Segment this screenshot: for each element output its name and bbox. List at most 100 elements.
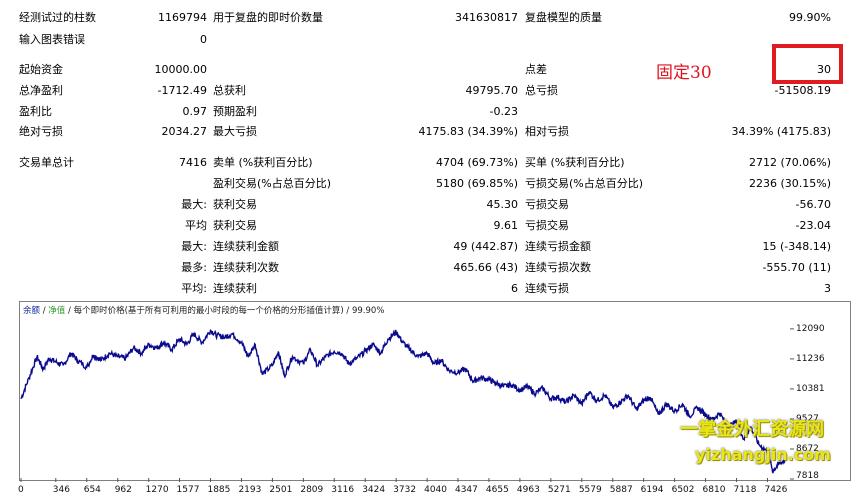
initial-deposit-value: 10000.00 — [154, 63, 208, 76]
long-positions-label: 买单 (%获利百分比) — [525, 156, 625, 169]
avg-consec-losses-value: 3 — [824, 282, 831, 295]
avg-loss-label: 亏损交易 — [525, 219, 569, 232]
max-consec-losses-label: 连续亏损金额 — [525, 240, 591, 253]
x-tick-label: 0 — [18, 485, 24, 495]
x-tick-label: 6502 — [671, 485, 695, 495]
legend-equity: 净值 — [48, 306, 66, 316]
short-positions-value: 4704 (69.73%) — [435, 156, 518, 169]
largest-loss-label: 亏损交易 — [525, 198, 569, 211]
net-profit-value: -1712.49 — [157, 84, 207, 97]
expected-payoff-value: -0.23 — [489, 105, 518, 118]
avg-profit-label: 获利交易 — [213, 219, 257, 232]
total-trades-label: 交易单总计 — [19, 156, 74, 169]
total-trades-value: 7416 — [179, 156, 207, 169]
x-tick-label: 2809 — [300, 485, 324, 495]
chart-errors-label: 输入图表错误 — [19, 33, 85, 46]
max-consec-wins-label: 连续获利金额 — [213, 240, 279, 253]
legend-separator: / — [40, 306, 49, 316]
chart-errors-value: 0 — [200, 33, 207, 46]
loss-trades-value: 2236 (30.15%) — [748, 177, 831, 190]
x-tick-label: 1885 — [207, 485, 231, 495]
legend-balance: 余额 — [23, 306, 41, 316]
max-consec-losses-value: 15 (-348.14) — [762, 240, 831, 253]
initial-deposit-label: 起始资金 — [19, 63, 63, 76]
fixed-spread-annotation: 固定30 — [656, 63, 712, 83]
x-tick-label: 4963 — [516, 485, 540, 495]
avg-consec-losses-label: 连续亏损 — [525, 282, 569, 295]
spread-highlight-box — [772, 44, 843, 84]
avg2-prefix: 平均: — [181, 282, 207, 295]
x-tick-label: 3424 — [362, 485, 386, 495]
long-positions-value: 2712 (70.06%) — [748, 156, 831, 169]
x-tick-label: 1577 — [176, 485, 200, 495]
x-tick-label: 654 — [83, 485, 101, 495]
max-consec-wins-value: 49 (442.87) — [453, 240, 518, 253]
y-tick-label: 11236 — [796, 353, 825, 364]
x-tick-label: 4347 — [454, 485, 478, 495]
largest-profit-label: 获利交易 — [213, 198, 257, 211]
largest-prefix: 最大: — [181, 198, 207, 211]
x-tick-label: 5887 — [609, 485, 633, 495]
avg-profit-value: 9.61 — [493, 219, 519, 232]
net-profit-label: 总净盈利 — [19, 84, 63, 97]
abs-drawdown-label: 绝对亏损 — [19, 125, 63, 138]
y-tick-label: 8672 — [796, 443, 819, 454]
max-drawdown-value: 4175.83 (34.39%) — [418, 125, 518, 138]
x-tick-label: 1270 — [145, 485, 169, 495]
y-tick-label: 10381 — [796, 383, 825, 394]
x-tick-label: 7118 — [733, 485, 757, 495]
bars-tested-value: 1169794 — [158, 11, 207, 24]
largest-loss-value: -56.70 — [795, 198, 831, 211]
rel-drawdown-label: 相对亏损 — [525, 125, 569, 138]
x-tick-label: 2193 — [238, 485, 262, 495]
gross-loss-label: 总亏损 — [525, 84, 558, 97]
loss-trades-label: 亏损交易(%占总百分比) — [525, 177, 644, 190]
largest-profit-value: 45.30 — [486, 198, 519, 211]
watermark-url: yizhangjin.com — [695, 445, 831, 464]
short-positions-label: 卖单 (%获利百分比) — [213, 156, 313, 169]
avg-loss-value: -23.04 — [795, 219, 831, 232]
profit-trades-value: 5180 (69.85%) — [435, 177, 518, 190]
quality-value: 99.90% — [789, 11, 831, 24]
gross-profit-label: 总获利 — [213, 84, 246, 97]
profit-factor-label: 盈利比 — [19, 105, 52, 118]
max-prefix: 最大: — [181, 240, 207, 253]
ticks-value: 341630817 — [455, 11, 518, 24]
x-tick-label: 962 — [114, 485, 132, 495]
avg-consec-wins-label: 连续获利 — [213, 282, 257, 295]
x-tick-label: 3732 — [393, 485, 417, 495]
profit-trades-label: 盈利交易(%占总百分比) — [213, 177, 332, 190]
expected-payoff-label: 预期盈利 — [213, 105, 257, 118]
ticks-label: 用于复盘的即时价数量 — [213, 11, 323, 24]
x-tick-label: 3116 — [331, 485, 355, 495]
spread-label: 点差 — [525, 63, 547, 76]
x-tick-label: 4040 — [424, 485, 448, 495]
y-tick-label: 12090 — [796, 323, 825, 334]
quality-label: 复盘模型的质量 — [525, 11, 602, 24]
max-drawdown-label: 最大亏损 — [213, 125, 257, 138]
x-tick-label: 346 — [52, 485, 70, 495]
y-tick-label: 7818 — [796, 471, 819, 481]
most-prefix: 最多: — [181, 261, 207, 274]
x-tick-label: 2501 — [269, 485, 293, 495]
chart-legend: 余额 / 净值 / 每个即时价格(基于所有可利用的最小时段的每一个价格的分形插值… — [23, 305, 384, 317]
gross-profit-value: 49795.70 — [465, 84, 519, 97]
profit-factor-value: 0.97 — [182, 105, 208, 118]
max-consec-loss-label: 连续亏损次数 — [525, 261, 591, 274]
max-consec-profit-value: 465.66 (43) — [453, 261, 518, 274]
legend-description: / 每个即时价格(基于所有可利用的最小时段的每一个价格的分形插值计算) / 99… — [65, 306, 385, 316]
x-tick-label: 6194 — [640, 485, 664, 495]
bars-tested-label: 经测试过的柱数 — [19, 11, 96, 24]
avg-consec-wins-value: 6 — [511, 282, 518, 295]
spread-value: 30 — [817, 63, 831, 76]
x-tick-label: 4655 — [485, 485, 509, 495]
x-tick-label: 7426 — [764, 485, 788, 495]
x-tick-label: 5271 — [547, 485, 571, 495]
rel-drawdown-value: 34.39% (4175.83) — [731, 125, 831, 138]
max-consec-profit-label: 连续获利次数 — [213, 261, 279, 274]
x-tick-label: 6810 — [702, 485, 726, 495]
y-tick-label: 9527 — [796, 413, 819, 424]
x-tick-label: 5579 — [578, 485, 602, 495]
average-prefix: 平均 — [185, 219, 207, 232]
max-consec-loss-value: -555.70 (11) — [762, 261, 831, 274]
